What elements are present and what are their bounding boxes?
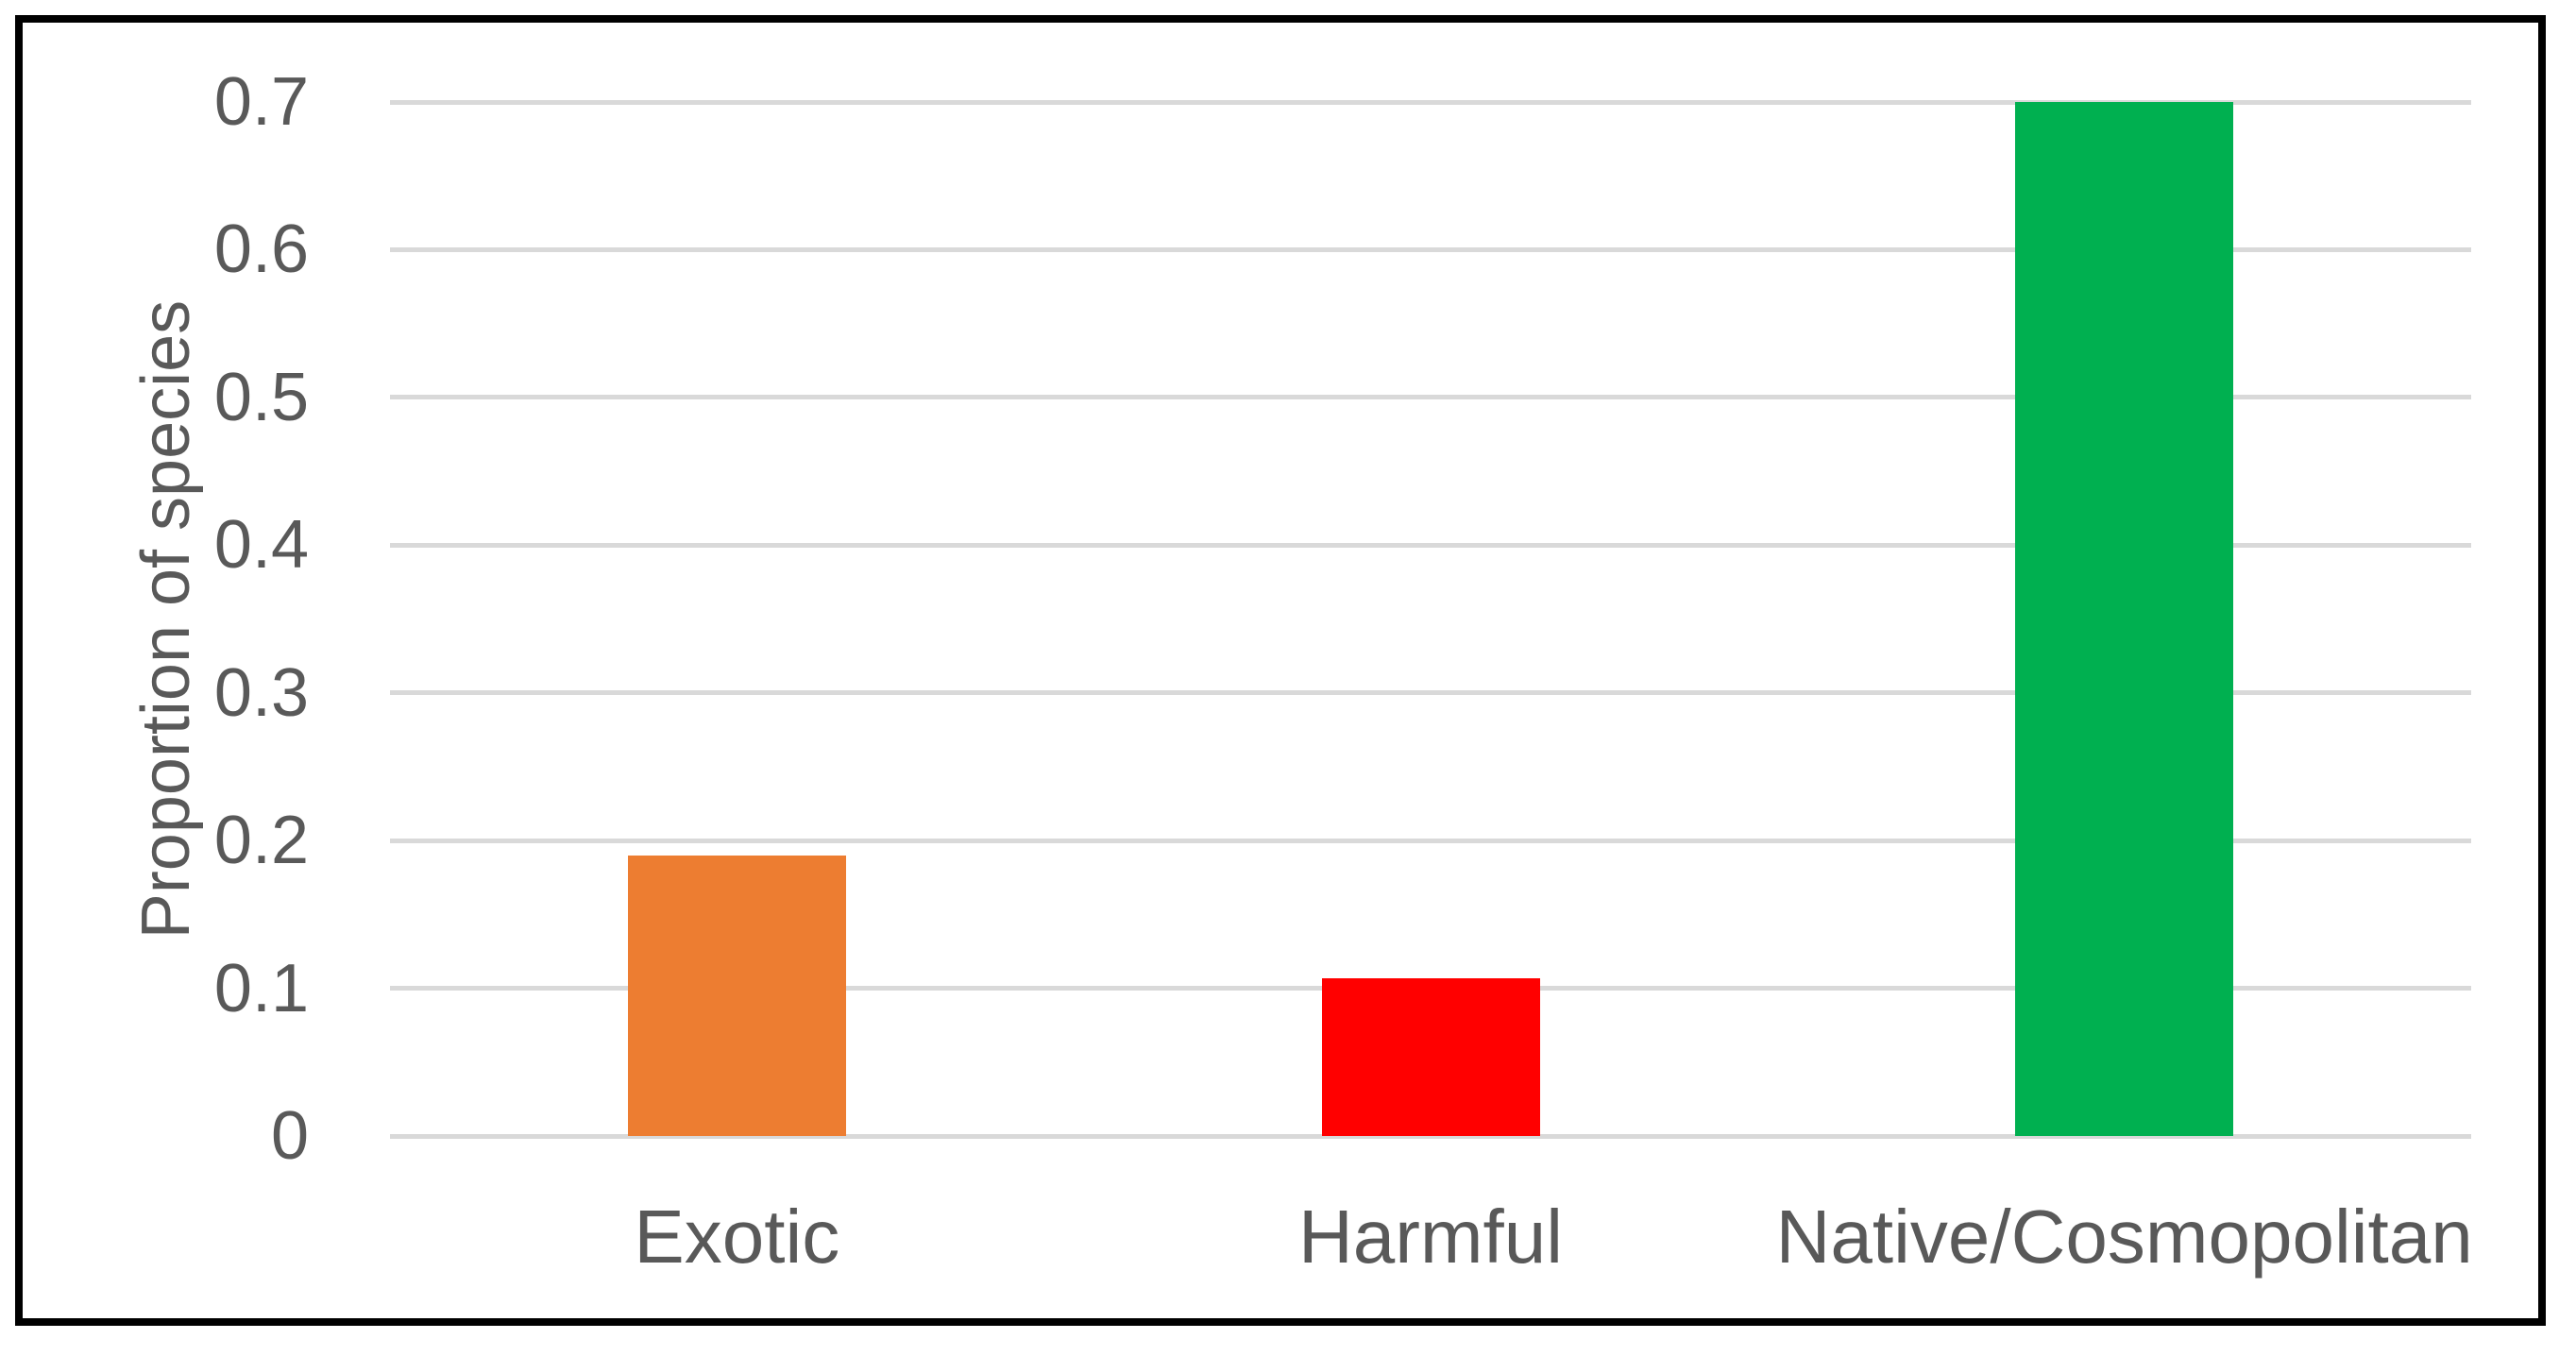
y-tick-label-0.7: 0.7: [213, 64, 309, 140]
x-category-label-exotic: Exotic: [634, 1195, 840, 1279]
bar-native-cosmopolitan: [2015, 102, 2234, 1136]
y-tick-label-0.5: 0.5: [213, 359, 309, 435]
chart-frame: 0 0.1 0.2 0.3 0.4 0.5 0.6 0.7 Proportion of spe…: [15, 15, 2546, 1326]
y-tick-label-0: 0: [270, 1098, 309, 1174]
y-axis-title: Proportion of species: [128, 299, 204, 939]
bar-harmful: [1321, 977, 1540, 1136]
gridline-0.7: [390, 99, 2471, 105]
y-tick-label-0.3: 0.3: [213, 654, 309, 731]
gridline-0.6: [390, 246, 2471, 252]
y-tick-label-0.2: 0.2: [213, 803, 309, 879]
y-tick-label-0.4: 0.4: [213, 507, 309, 584]
gridline-0: [390, 1133, 2471, 1139]
gridline-0.2: [390, 838, 2471, 843]
gridline-0.4: [390, 542, 2471, 548]
x-category-label-native-cosmopolitan: Native/Cosmopolitan: [1775, 1195, 2473, 1279]
bar-exotic: [627, 855, 846, 1136]
y-tick-label-0.6: 0.6: [213, 212, 309, 288]
plot-area: 0 0.1 0.2 0.3 0.4 0.5 0.6 0.7 Proportion of spe…: [23, 23, 2538, 1318]
x-category-label-harmful: Harmful: [1297, 1195, 1564, 1279]
gridline-0.3: [390, 690, 2471, 696]
gridline-0.5: [390, 395, 2471, 400]
y-tick-label-0.1: 0.1: [213, 950, 309, 1026]
